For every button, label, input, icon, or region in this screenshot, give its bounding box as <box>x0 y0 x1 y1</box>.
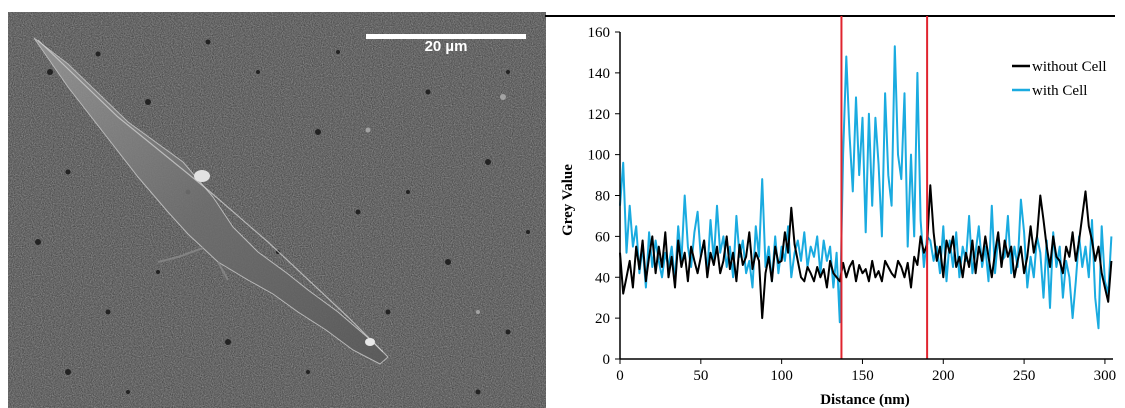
y-tick-label: 60 <box>595 229 610 245</box>
sem-micrograph-image <box>8 12 546 408</box>
series-layer <box>619 45 1113 330</box>
cell-ridge <box>37 39 384 353</box>
y-tick-label: 40 <box>595 270 610 286</box>
filopodium <box>117 261 429 383</box>
substrate-texture <box>8 12 546 408</box>
x-axis-ticks: 0 50 100 150 200 250 300 <box>616 359 1116 384</box>
y-tick-label: 140 <box>588 66 611 82</box>
y-tick-label: 100 <box>588 148 611 164</box>
y-tick-label: 80 <box>595 189 610 205</box>
legend-label-with-cell: with Cell <box>1032 83 1087 99</box>
cell-body <box>33 37 389 365</box>
marker-layer <box>840 16 929 359</box>
y-tick-label: 0 <box>603 352 611 368</box>
surface-debris <box>365 94 506 314</box>
cell-nodule <box>194 170 210 182</box>
x-tick-label: 200 <box>932 368 955 384</box>
grey-value-chart: 0 20 40 60 80 100 120 140 160 0 50 100 150 200 250 300… <box>545 0 1125 408</box>
x-tick-label: 100 <box>770 368 793 384</box>
legend: without Cell with Cell <box>1012 59 1107 99</box>
scale-bar-label: 20 µm <box>424 38 468 55</box>
series-line-without-cell <box>619 184 1113 320</box>
sem-micrograph-panel: 20 µm <box>0 0 546 408</box>
x-tick-label: 250 <box>1013 368 1036 384</box>
x-tick-label: 300 <box>1094 368 1117 384</box>
y-axis-ticks: 0 20 40 60 80 100 120 140 160 <box>588 25 620 368</box>
cell-tail-nodule <box>365 338 375 346</box>
legend-label-without-cell: without Cell <box>1032 59 1107 75</box>
y-tick-label: 120 <box>588 107 611 123</box>
x-tick-label: 0 <box>616 368 624 384</box>
x-tick-label: 50 <box>693 368 708 384</box>
chart-svg: 0 20 40 60 80 100 120 140 160 0 50 100 150 200 250 300… <box>545 15 1116 408</box>
cell-protrusion <box>157 247 229 281</box>
x-axis-title: Distance (nm) <box>820 392 910 408</box>
y-tick-label: 20 <box>595 311 610 327</box>
x-tick-label: 150 <box>851 368 874 384</box>
scale-bar <box>366 34 526 39</box>
y-axis-title: Grey Value <box>560 164 576 236</box>
y-tick-label: 160 <box>588 25 611 41</box>
